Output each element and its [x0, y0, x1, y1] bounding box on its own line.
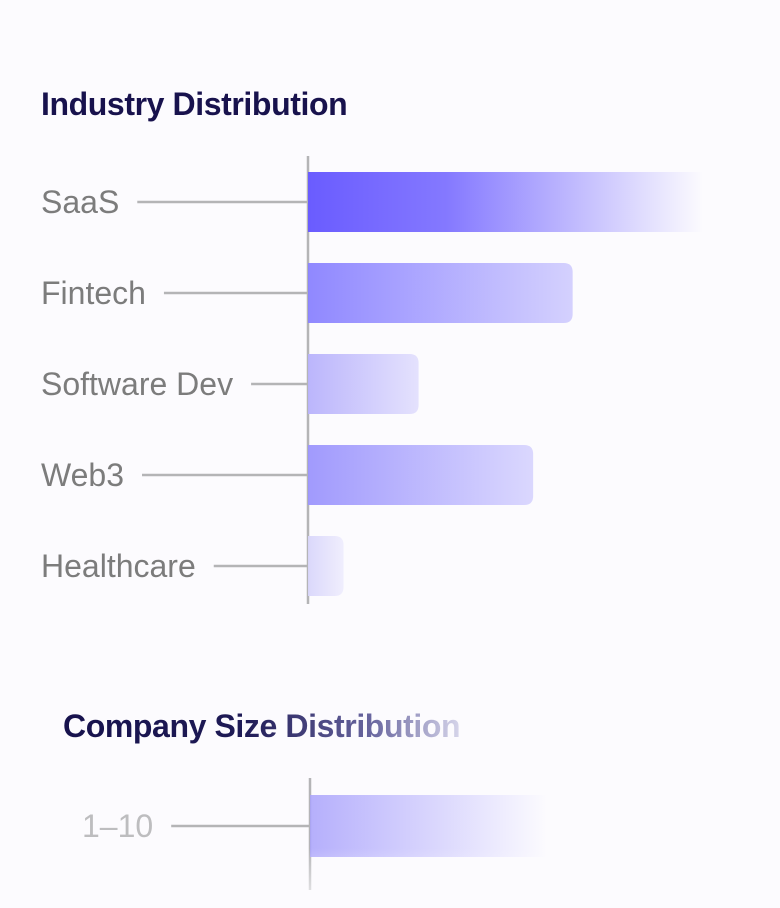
bar-saas	[308, 172, 703, 232]
bar-software-dev	[308, 354, 419, 414]
category-label-web3: Web3	[41, 457, 124, 493]
bar-web3	[308, 445, 534, 505]
bar-fintech	[308, 263, 573, 323]
industry-distribution-chart: SaaS Fintech Software Dev Web3 Healthcare	[41, 156, 703, 604]
category-label-software-dev: Software Dev	[41, 366, 233, 402]
bar-healthcare	[308, 536, 344, 596]
category-label-saas: SaaS	[41, 184, 119, 220]
company-size-chart-title: Company Size Distribution	[63, 708, 461, 744]
category-label-1-10: 1–10	[82, 808, 153, 844]
industry-chart-title: Industry Distribution	[41, 86, 348, 122]
bar-1-10	[310, 795, 547, 857]
category-label-healthcare: Healthcare	[41, 548, 196, 584]
category-label-fintech: Fintech	[41, 275, 146, 311]
